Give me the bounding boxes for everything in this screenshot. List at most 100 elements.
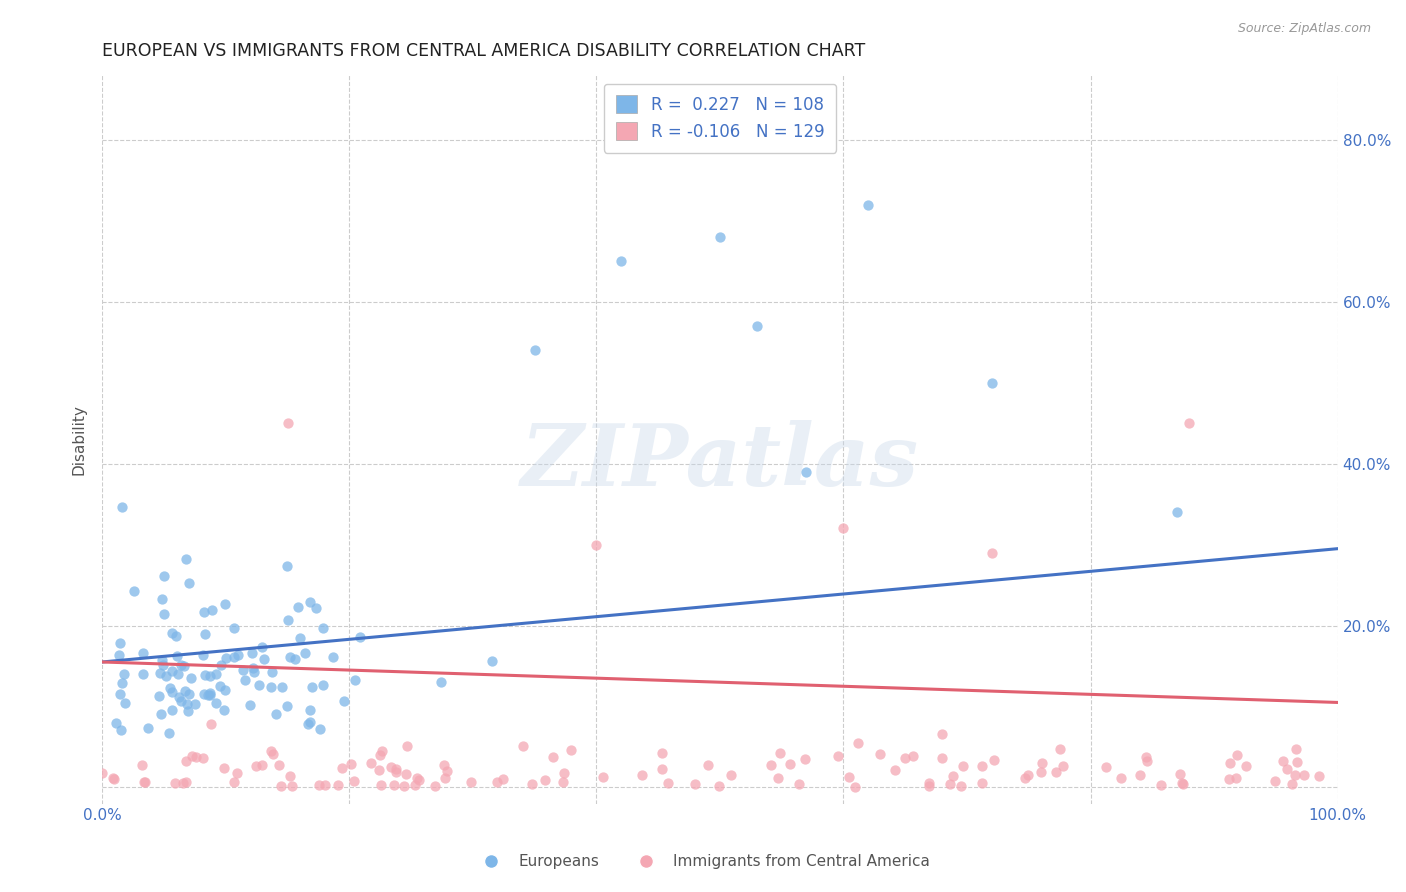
Point: [385, 762, 408, 776]
Point: [766, 771, 789, 785]
Point: [832, 521, 855, 535]
Point: [308, 723, 330, 737]
Point: [194, 627, 217, 641]
Point: [222, 650, 245, 665]
Point: [1109, 772, 1132, 786]
Point: [436, 764, 458, 778]
Legend: R =  0.227   N = 108, R = -0.106   N = 129: R = 0.227 N = 108, R = -0.106 N = 129: [605, 84, 837, 153]
Point: [150, 653, 173, 667]
Point: [150, 706, 173, 721]
Point: [1264, 774, 1286, 789]
Point: [972, 776, 994, 790]
Point: [214, 597, 236, 611]
Point: [541, 750, 564, 764]
Point: [253, 652, 276, 666]
Point: [1292, 767, 1315, 781]
Point: [592, 770, 614, 784]
Y-axis label: Disability: Disability: [72, 404, 86, 475]
Point: [380, 759, 402, 773]
Point: [551, 774, 574, 789]
Point: [314, 778, 336, 792]
Point: [198, 686, 221, 700]
Point: [368, 764, 391, 778]
Point: [250, 757, 273, 772]
Point: [122, 584, 145, 599]
Point: [193, 605, 215, 619]
Point: [683, 777, 706, 791]
Point: [794, 752, 817, 766]
Point: [162, 685, 184, 699]
Point: [1095, 760, 1118, 774]
Point: [1014, 771, 1036, 785]
Point: [287, 599, 309, 614]
Point: [172, 776, 194, 790]
Point: [209, 679, 232, 693]
Point: [169, 694, 191, 708]
Point: [170, 658, 193, 673]
Point: [344, 673, 367, 687]
Point: [177, 687, 200, 701]
Point: [384, 764, 406, 779]
Point: [492, 772, 515, 786]
Point: [180, 672, 202, 686]
Point: [278, 769, 301, 783]
Point: [1168, 766, 1191, 780]
Point: [176, 704, 198, 718]
Point: [404, 778, 426, 792]
Text: Source: ZipAtlas.com: Source: ZipAtlas.com: [1237, 22, 1371, 36]
Point: [198, 668, 221, 682]
Point: [585, 538, 607, 552]
Point: [1029, 764, 1052, 779]
Point: [215, 651, 238, 665]
Point: [276, 699, 298, 714]
Point: [163, 776, 186, 790]
Point: [405, 771, 427, 785]
Point: [214, 682, 236, 697]
Point: [105, 715, 128, 730]
Point: [277, 613, 299, 627]
Point: [553, 765, 575, 780]
Point: [288, 631, 311, 645]
Point: [330, 761, 353, 775]
Point: [132, 646, 155, 660]
Point: [827, 748, 849, 763]
Point: [560, 743, 582, 757]
Point: [131, 757, 153, 772]
Point: [485, 775, 508, 789]
Point: [271, 680, 294, 694]
Point: [193, 751, 215, 765]
Point: [1136, 754, 1159, 768]
Point: [312, 622, 335, 636]
Point: [301, 681, 323, 695]
Point: [108, 648, 131, 662]
Point: [159, 681, 181, 695]
Point: [1052, 759, 1074, 773]
Point: [197, 688, 219, 702]
Point: [177, 576, 200, 591]
Point: [173, 684, 195, 698]
Point: [631, 768, 654, 782]
Point: [707, 779, 730, 793]
Point: [1135, 749, 1157, 764]
Point: [152, 657, 174, 672]
Point: [869, 747, 891, 761]
Point: [201, 603, 224, 617]
Point: [294, 646, 316, 660]
Point: [1219, 756, 1241, 771]
Point: [360, 756, 382, 770]
Point: [101, 771, 124, 785]
Point: [370, 778, 392, 792]
Point: [239, 698, 262, 712]
Text: ZIPatlas: ZIPatlas: [520, 419, 920, 503]
Point: [136, 721, 159, 735]
Point: [322, 649, 344, 664]
Point: [155, 669, 177, 683]
Point: [1271, 755, 1294, 769]
Point: [110, 723, 132, 737]
Point: [110, 687, 132, 701]
Point: [1226, 748, 1249, 763]
Point: [305, 601, 328, 615]
Point: [194, 668, 217, 682]
Point: [931, 727, 953, 741]
Point: [108, 636, 131, 650]
